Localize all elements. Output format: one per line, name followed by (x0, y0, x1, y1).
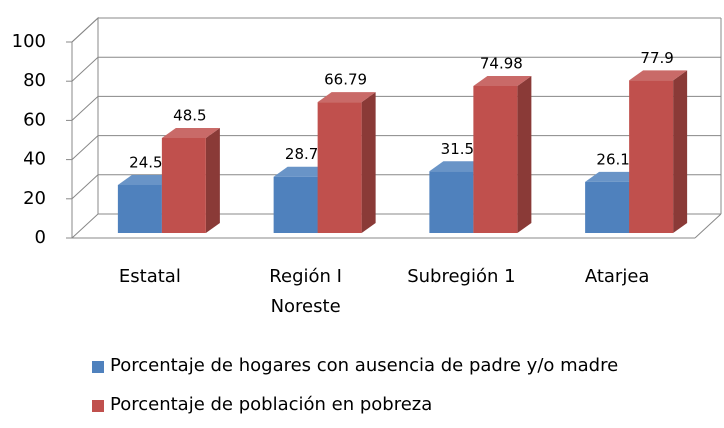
bar (317, 92, 376, 233)
bar-top (585, 171, 644, 182)
x-tick-label: Región I Noreste (269, 266, 342, 317)
bar-top (317, 92, 376, 103)
bar-top (161, 127, 220, 138)
bar-front (473, 86, 518, 233)
bar-front (429, 171, 474, 233)
value-label: 77.9 (640, 49, 673, 67)
bar-front (273, 176, 318, 233)
x-tick-label: Subregión 1 (407, 266, 516, 287)
grid-line (71, 95, 721, 121)
bar-side (205, 127, 220, 233)
bar-top (273, 166, 332, 177)
legend-label: Porcentaje de hogares con ausencia de pa… (110, 355, 619, 376)
bar-top (117, 174, 176, 185)
bar-front (117, 184, 162, 233)
bar (473, 76, 532, 233)
x-tick-label: Estatal (118, 266, 181, 287)
value-label: 74.98 (480, 55, 523, 73)
value-label: 28.7 (285, 145, 318, 163)
value-label: 24.5 (129, 153, 162, 171)
floor-right (694, 213, 722, 239)
bar-top (629, 70, 688, 81)
value-label: 26.1 (596, 150, 629, 168)
bar-side (361, 92, 376, 233)
bar-front (629, 80, 674, 233)
x-tick-label: Atarjea (584, 266, 650, 287)
y-tick-label: 0 (35, 227, 46, 248)
bar-front (317, 102, 362, 233)
bar-side (673, 70, 688, 233)
legend-label: Porcentaje de población en pobreza (110, 394, 433, 415)
y-tick-label: 20 (23, 188, 46, 209)
y-tick-label: 100 (12, 31, 46, 52)
value-label: 66.79 (324, 71, 367, 89)
y-tick-label: 60 (23, 109, 46, 130)
legend-swatch (92, 400, 104, 412)
legend-swatch (92, 361, 104, 373)
bar-front (585, 181, 630, 233)
bar-front (161, 137, 206, 233)
bar (161, 127, 220, 233)
back-wall-edge (71, 16, 99, 214)
grid-line (71, 17, 721, 43)
value-label: 48.5 (173, 106, 206, 124)
y-tick-label: 40 (23, 149, 46, 170)
bar (629, 70, 688, 233)
grid-line (71, 56, 721, 82)
bar-top (473, 76, 532, 87)
value-label: 31.5 (441, 140, 474, 158)
y-tick-label: 80 (23, 70, 46, 91)
bar-side (517, 76, 532, 233)
bar-top (429, 161, 488, 172)
